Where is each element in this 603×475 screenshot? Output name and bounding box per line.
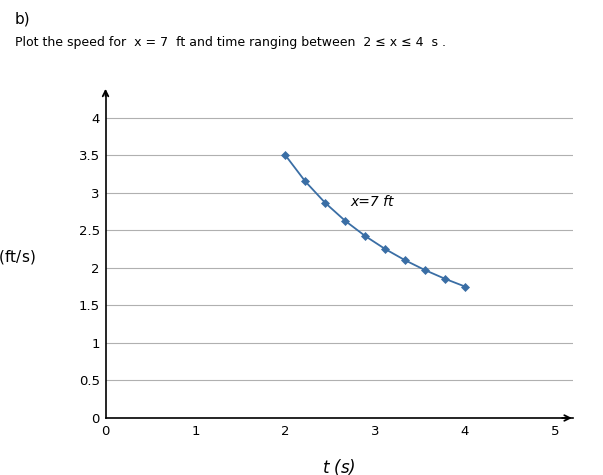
Text: b): b) [15, 12, 31, 27]
Text: $t$ (s): $t$ (s) [323, 457, 356, 475]
Text: Plot the speed for  x = 7  ft and time ranging between  2 ≤ x ≤ 4  s .: Plot the speed for x = 7 ft and time ran… [15, 36, 446, 48]
Text: x=7 ft: x=7 ft [350, 195, 394, 209]
Text: $u$(ft/s): $u$(ft/s) [0, 247, 36, 266]
